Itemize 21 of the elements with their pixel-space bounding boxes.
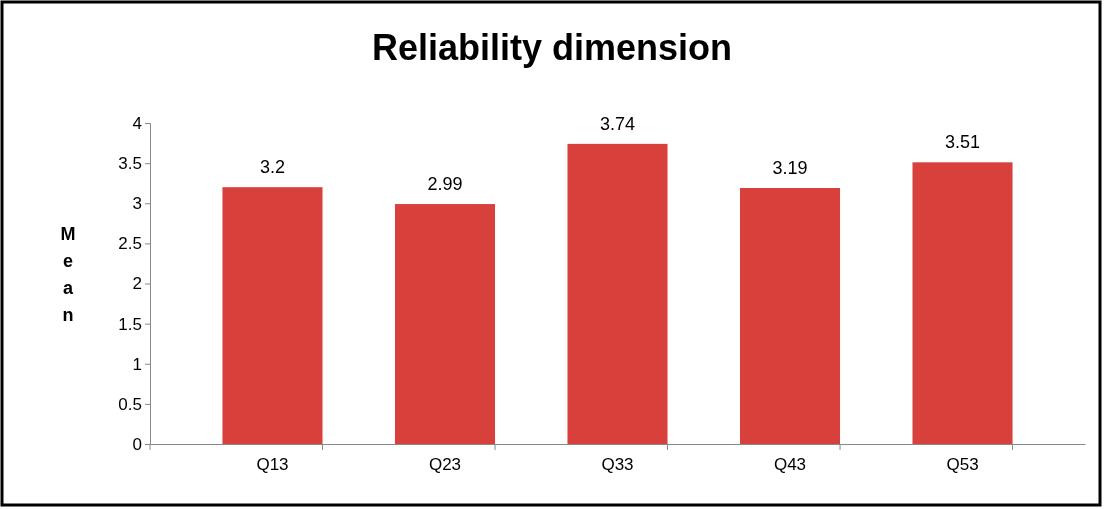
y-tick-label: 4 — [132, 113, 142, 133]
data-label: 3.74 — [599, 113, 636, 134]
data-label: 3.19 — [772, 158, 808, 178]
y-tick-label: 1.5 — [118, 314, 142, 334]
x-tick-label: Q53 — [946, 455, 979, 475]
y-tick-label: 2.5 — [118, 234, 142, 254]
data-label: 3.2 — [259, 157, 285, 178]
x-tick-label: Q43 — [773, 455, 807, 475]
x-tick-label: Q13 — [256, 455, 289, 475]
y-tick-label: 0.5 — [118, 394, 142, 414]
y-tick-label: 3 — [132, 194, 142, 214]
y-axis-title: Mean — [60, 224, 76, 325]
y-tick-label: 0 — [132, 434, 142, 454]
y-tick-label: 1 — [132, 354, 142, 374]
x-tick-label: Q23 — [428, 455, 462, 475]
y-tick-label: 2 — [132, 274, 142, 294]
data-label: 3.51 — [944, 132, 981, 153]
data-label: 2.99 — [427, 174, 463, 195]
y-tick-label: 3.5 — [118, 154, 142, 174]
x-tick-label: Q33 — [601, 455, 634, 475]
chart-title: Reliability dimension — [371, 27, 733, 68]
